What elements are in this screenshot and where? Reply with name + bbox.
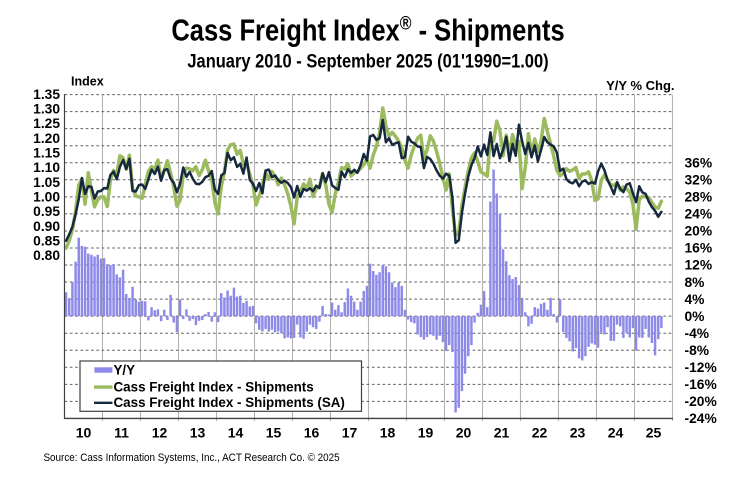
- svg-text:14: 14: [228, 425, 244, 441]
- svg-text:24: 24: [608, 425, 624, 441]
- svg-text:36%: 36%: [685, 155, 713, 170]
- svg-text:1.00: 1.00: [33, 190, 60, 205]
- svg-text:15: 15: [266, 425, 282, 441]
- svg-text:1.05: 1.05: [33, 175, 60, 190]
- svg-text:0.80: 0.80: [33, 248, 60, 263]
- svg-text:Source: Cass Information Syste: Source: Cass Information Systems, Inc., …: [43, 453, 339, 465]
- svg-text:23: 23: [570, 425, 586, 441]
- svg-text:Cass Freight Index® - Shipment: Cass Freight Index® - Shipments: [171, 12, 564, 47]
- svg-text:20: 20: [456, 425, 472, 441]
- svg-text:1.15: 1.15: [33, 146, 60, 161]
- svg-text:17: 17: [342, 425, 358, 441]
- svg-text:13: 13: [190, 425, 206, 441]
- svg-text:1.30: 1.30: [33, 102, 60, 117]
- svg-text:4%: 4%: [685, 292, 705, 307]
- svg-text:20%: 20%: [685, 224, 713, 239]
- svg-text:0.90: 0.90: [33, 219, 60, 234]
- svg-text:28%: 28%: [685, 190, 713, 205]
- svg-text:Y/Y % Chg.: Y/Y % Chg.: [606, 78, 674, 93]
- svg-text:25: 25: [646, 425, 662, 441]
- svg-text:1.10: 1.10: [33, 160, 60, 175]
- svg-text:Index: Index: [71, 75, 104, 89]
- svg-text:11: 11: [114, 425, 129, 441]
- svg-text:1.25: 1.25: [33, 116, 60, 131]
- svg-text:0.85: 0.85: [33, 234, 60, 249]
- svg-text:Cass Freight Index - Shipments: Cass Freight Index - Shipments: [114, 380, 314, 395]
- svg-text:1.35: 1.35: [33, 87, 60, 102]
- svg-text:8%: 8%: [685, 275, 705, 290]
- svg-text:12: 12: [152, 425, 168, 441]
- svg-text:-16%: -16%: [685, 377, 717, 392]
- svg-text:Cass Freight Index - Shipments: Cass Freight Index - Shipments (SA): [114, 395, 345, 410]
- svg-text:-8%: -8%: [685, 343, 710, 358]
- svg-text:January 2010 - September 2025: January 2010 - September 2025 (01'1990=1…: [187, 50, 548, 72]
- svg-text:19: 19: [418, 425, 434, 441]
- svg-text:16%: 16%: [685, 241, 713, 256]
- svg-text:10: 10: [76, 425, 92, 441]
- svg-text:0%: 0%: [685, 309, 705, 324]
- svg-text:Y/Y: Y/Y: [114, 363, 136, 378]
- svg-text:18: 18: [380, 425, 396, 441]
- svg-text:-4%: -4%: [685, 326, 710, 341]
- svg-text:12%: 12%: [685, 258, 713, 273]
- svg-text:1.20: 1.20: [33, 131, 60, 146]
- svg-text:-20%: -20%: [685, 394, 717, 409]
- svg-text:0.95: 0.95: [33, 204, 60, 219]
- svg-text:21: 21: [494, 425, 510, 441]
- svg-text:24%: 24%: [685, 207, 713, 222]
- svg-text:16: 16: [304, 425, 320, 441]
- svg-text:22: 22: [532, 425, 548, 441]
- svg-text:32%: 32%: [685, 173, 713, 188]
- svg-text:-12%: -12%: [685, 360, 717, 375]
- svg-text:-24%: -24%: [685, 411, 717, 426]
